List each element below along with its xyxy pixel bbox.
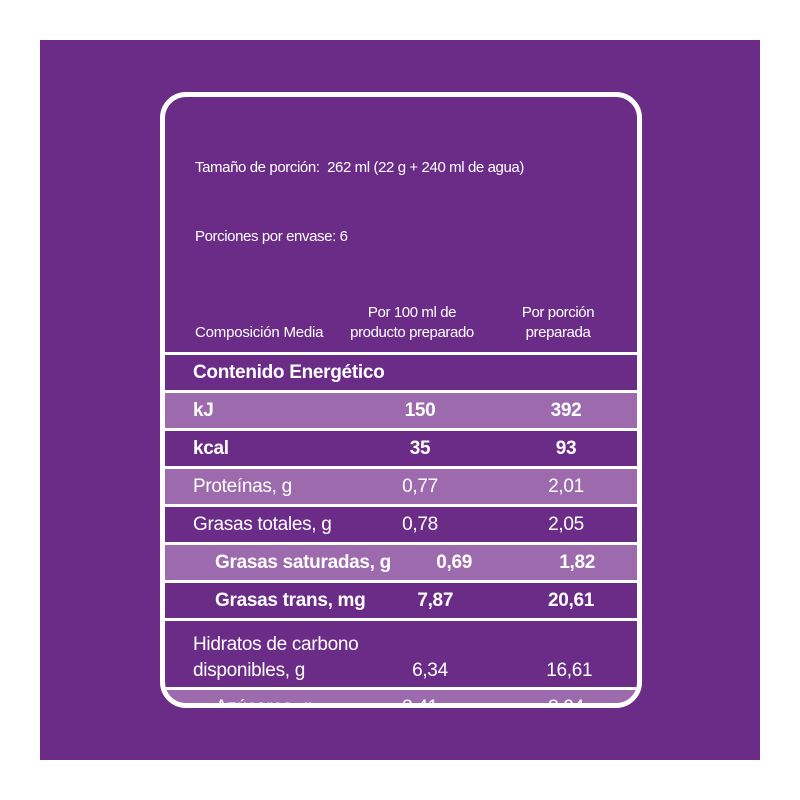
row-value-per-serving: 1,82 [559,552,596,573]
row-kcal: kcal 35 93 [165,428,637,466]
nutrition-table: Contenido Energético kJ 150 392 kcal 35 … [165,352,637,708]
row-value-per-100ml: 150 [404,400,436,421]
row-saturated-fat: Grasas saturadas, g 0,69 1,82 [165,542,637,580]
panel-header: Tamaño de porción: 262 ml (22 g + 240 ml… [165,97,637,352]
row-value-per-100ml: 35 [409,438,431,459]
row-value-per-serving: 8,94 [548,697,584,708]
row-label: Contenido Energético [193,362,385,383]
serving-info: Tamaño de porción: 262 ml (22 g + 240 ml… [165,110,629,294]
row-label: Grasas totales, g [193,514,332,535]
row-label: Grasas saturadas, g [215,552,391,573]
row-value-per-100ml: 0,78 [402,514,438,535]
row-value-per-serving: 2,01 [548,476,584,497]
column-header-per-serving: Por porción preparada [521,304,595,341]
nutrition-facts-panel: Tamaño de porción: 262 ml (22 g + 240 ml… [160,92,642,708]
row-kj: kJ 150 392 [165,390,637,428]
row-trans-fat: Grasas trans, mg 7,87 20,61 [165,580,637,618]
row-sugars: Azúcares, g 3,41 8,94 [165,687,637,708]
row-label: Proteínas, g [193,476,292,497]
row-value-per-serving: 392 [550,400,582,421]
servings-per-container-text: Porciones por envase: 6 [195,228,348,245]
row-label: kJ [193,400,214,421]
section-row-energy-content: Contenido Energético [165,352,637,390]
column-headers: Composición Media Por 100 ml de producto… [165,303,629,343]
row-label: Hidratos de carbono disponibles, g [193,634,359,681]
row-value-per-serving: 93 [555,438,577,459]
row-label: kcal [193,438,229,459]
row-value-per-100ml: 3,41 [402,697,438,708]
row-proteins: Proteínas, g 0,77 2,01 [165,466,637,504]
row-total-fat: Grasas totales, g 0,78 2,05 [165,504,637,542]
row-value-per-100ml: 7,87 [417,590,454,611]
row-value-per-100ml: 0,77 [402,476,438,497]
row-available-carbohydrates: Hidratos de carbono disponibles, g 6,34 … [165,618,637,687]
row-value-per-serving: 2,05 [548,514,584,535]
row-value-per-100ml: 0,69 [436,552,473,573]
column-header-per-100ml: Por 100 ml de producto preparado [350,304,474,341]
row-value-per-100ml: 6,34 [412,660,448,681]
row-value-per-serving: 20,61 [547,590,594,611]
row-value-per-serving: 16,61 [546,660,593,681]
column-header-composition: Composición Media [195,324,324,341]
serving-size-text: Tamaño de porción: 262 ml (22 g + 240 ml… [195,159,524,176]
row-label: Grasas trans, mg [215,590,366,611]
row-label: Azúcares, g [215,697,313,708]
